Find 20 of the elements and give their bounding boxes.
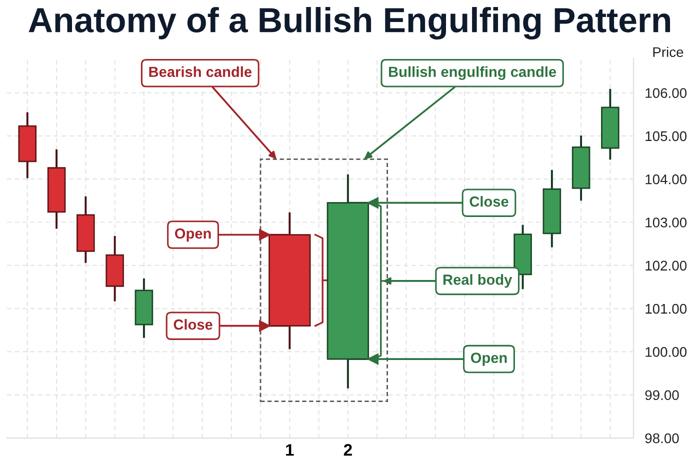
y-tick-label: 101.00 [646, 304, 687, 314]
y-tick-label: 100.00 [646, 347, 687, 357]
y-tick-label: 99.00 [645, 390, 679, 400]
annotation: Close [174, 319, 212, 330]
y-tick-label: 106.00 [646, 88, 687, 98]
y-tick-label: 105.00 [646, 131, 687, 142]
y-tick-label: 102.00 [646, 260, 687, 271]
y-tick-label: 103.00 [646, 218, 687, 228]
annotation: Open [175, 228, 211, 242]
y-tick-label: 98.00 [645, 433, 679, 444]
x-tick-label: 1 [286, 444, 294, 456]
annotation: Bearish candle [149, 66, 252, 78]
y-tick-label: 104.00 [646, 174, 687, 184]
annotation: Real body [443, 274, 512, 288]
annotation: Bullish engulfing candle [389, 66, 556, 80]
x-tick-label: 2 [344, 444, 352, 456]
y-axis-title: Price [653, 46, 684, 58]
chart-title: Anatomy of a Bullish Engulfing Pattern [28, 6, 670, 40]
annotation: Close [470, 196, 508, 207]
annotation: Open [470, 352, 507, 366]
